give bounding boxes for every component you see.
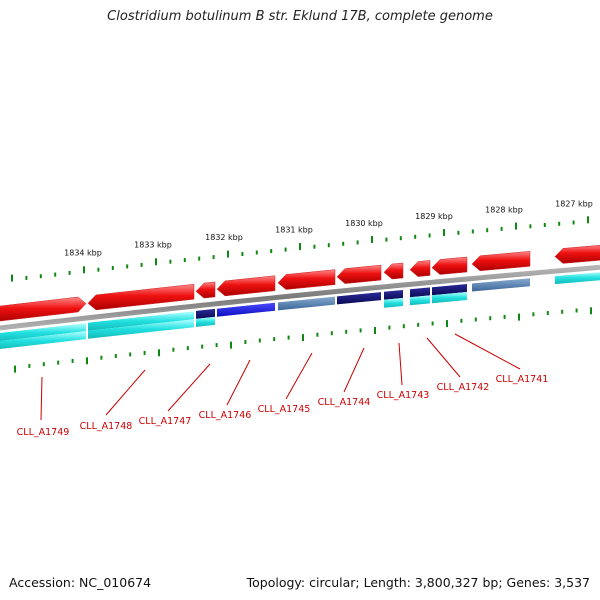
feature-band [384,290,403,300]
accession: Accession: NC_010674 [9,575,152,590]
leader-line [167,363,211,412]
kbp-label: 1831 kbp [275,226,313,235]
kbp-label: 1828 kbp [485,206,523,215]
gene-arrow [554,245,600,264]
gene-label: CLL_A1744 [318,397,371,408]
cds-band [410,295,430,306]
cds-band [0,331,86,350]
cds-band [88,319,194,339]
gene-arrow [87,283,195,311]
feature-band [472,278,530,292]
gene-label: CLL_A1745 [258,404,311,415]
gene-label: CLL_A1743 [377,390,430,401]
gene-label: CLL_A1742 [437,382,490,393]
leader-line [398,342,403,386]
kbp-label: 1832 kbp [205,233,243,242]
gene-arrow [383,262,404,280]
kbp-ticks: 1834 kbp 1833 kbp 1832 kbp 1831 kbp 1830 kbp… [11,200,593,373]
backbone-line [0,264,600,331]
feature-band [196,308,215,319]
gene-arrow [277,269,336,290]
kbp-label: 1834 kbp [64,248,102,257]
feature-band [88,311,194,331]
feature-band [0,323,86,342]
gene-labels: CLL_A1749 CLL_A1748 CLL_A1747 CLL_A1746 CLL_… [17,333,549,438]
gene-arrow [216,275,276,297]
map-title: Clostridium botulinum B str. Eklund 17B,… [107,9,493,24]
gene-arrow [336,264,382,284]
gene-track [0,245,600,322]
feature-band [278,296,335,311]
gene-label: CLL_A1741 [496,374,549,385]
gene-label: CLL_A1746 [199,410,252,421]
gene-arrow [431,256,468,275]
genome-summary: Topology: circular; Length: 3,800,327 bp… [246,575,590,590]
gene-label: CLL_A1747 [139,416,192,427]
gene-label: CLL_A1749 [17,427,70,438]
feature-band [432,284,467,296]
feature-band [410,287,430,298]
gene-arrow [0,296,87,322]
feature-bands [0,272,600,350]
gene-arrow [409,260,431,277]
gene-label: CLL_A1748 [80,421,133,432]
feature-band [337,292,381,305]
leader-line [285,352,313,400]
leader-line [343,347,365,393]
cds-band [196,316,215,327]
genome-backbone [0,264,600,331]
gene-arrow [471,251,531,272]
leader-line [454,333,521,370]
cds-band [384,298,403,308]
leader-line [426,337,461,378]
kbp-label: 1833 kbp [134,241,172,250]
leader-line [105,369,146,416]
cds-band [432,292,467,304]
feature-band [555,272,600,285]
kbp-label: 1827 kbp [555,200,593,209]
feature-band [217,302,275,317]
kbp-label: 1829 kbp [415,212,453,221]
leader-line [40,376,43,421]
gene-arrow [195,281,216,299]
kbp-label: 1830 kbp [345,219,383,228]
leader-line [226,359,251,406]
